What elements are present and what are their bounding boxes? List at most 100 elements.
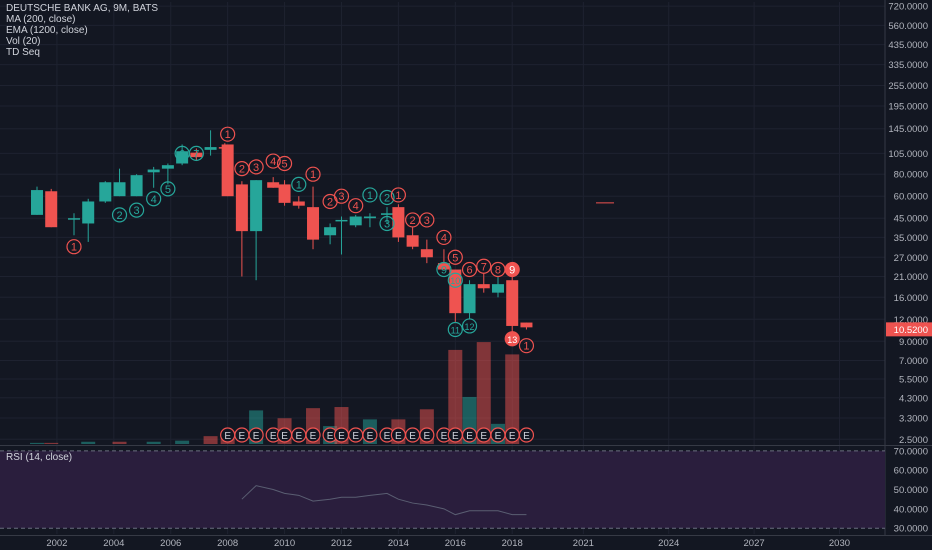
candle-body	[292, 201, 305, 206]
candle-body	[147, 169, 160, 173]
td-label-circle	[447, 321, 463, 338]
price-tick-label: 435.0000	[888, 40, 928, 51]
candle-body	[420, 249, 433, 258]
price-tick-label: 35.0000	[894, 233, 928, 244]
ma-indicator-label[interactable]: MA (200, close)	[6, 14, 76, 25]
chart-legend: DEUTSCHE BANK AG, 9M, BATS MA (200, clos…	[6, 3, 158, 58]
td-label-circle	[419, 212, 435, 228]
price-tick-label: 195.0000	[888, 102, 928, 113]
time-tick-label: 2004	[103, 538, 124, 549]
earnings-marker-label: E	[239, 431, 246, 442]
earnings-marker-label: E	[367, 431, 374, 442]
candle-body	[235, 184, 248, 232]
symbol-title[interactable]: DEUTSCHE BANK AG, 9M, BATS	[6, 3, 159, 14]
td-label-text: 3	[424, 215, 430, 227]
ema-indicator-label[interactable]: EMA (1200, close)	[6, 25, 88, 36]
time-tick-label: 2006	[160, 538, 181, 549]
price-tick-label: 45.0000	[894, 214, 928, 225]
td-label-circle	[476, 258, 492, 274]
price-tick-label: 145.0000	[888, 124, 928, 135]
rsi-band	[0, 450, 885, 529]
rsi-title[interactable]: RSI (14, close)	[6, 452, 73, 463]
td-label-circle	[128, 202, 145, 218]
candle-body	[190, 152, 203, 158]
td-label-circle	[379, 189, 395, 206]
td-label-text: 4	[270, 156, 276, 168]
candle-body	[113, 182, 126, 197]
td-label-text: 9	[441, 265, 447, 277]
td-label-text: 1	[225, 129, 231, 141]
time-axis[interactable]: 2002 2004 2006 2008 2010 2012 2014 2016 2018 2021…	[46, 538, 850, 549]
time-tick-label: 2018	[502, 538, 523, 549]
td-label-circle	[220, 126, 236, 142]
time-tick-label: 2021	[573, 538, 594, 549]
td-label-circle	[291, 176, 307, 193]
volume-indicator-label[interactable]: Vol (20)	[6, 36, 41, 47]
rsi-tick-label: 40.0000	[894, 504, 928, 515]
candle-body	[349, 216, 362, 226]
td-seq-indicator-label[interactable]: TD Seq	[6, 47, 40, 58]
td-label-circle	[111, 207, 128, 223]
td-label-circle	[333, 188, 350, 204]
candle-body	[506, 280, 519, 326]
earnings-marker	[518, 427, 535, 443]
earnings-marker-label: E	[338, 431, 345, 442]
rsi-pane	[0, 450, 885, 529]
price-axis[interactable]: 720.0000 560.0000 435.0000 335.0000 255.0000…	[888, 2, 928, 446]
td-label-text: 4	[353, 201, 359, 213]
td-label-text: 5	[282, 159, 288, 171]
price-tick-label: 4.3000	[899, 393, 928, 404]
rsi-line	[241, 485, 527, 516]
last-price-tag: 10.5200	[596, 202, 932, 337]
td-label-text: 7	[193, 148, 199, 160]
candle-body	[130, 175, 143, 197]
td-label-circle	[518, 338, 535, 354]
earnings-marker-label: E	[224, 431, 231, 442]
td-label-text: 12	[465, 322, 475, 332]
candle-body	[392, 207, 405, 238]
td-label-text: 1	[296, 179, 302, 191]
candle-body	[406, 235, 419, 247]
candle-body	[477, 284, 490, 289]
price-tick-label: 255.0000	[888, 81, 928, 92]
earnings-marker-label: E	[409, 431, 416, 442]
td-label-text: 1	[395, 190, 401, 202]
td-label-circle	[348, 198, 364, 214]
price-tick-label: 105.0000	[888, 149, 928, 160]
last-price-background	[886, 322, 932, 337]
volume-bar	[203, 436, 218, 444]
time-tick-label: 2008	[217, 538, 238, 549]
td-label-text: 8	[495, 265, 501, 277]
td-label-circle	[265, 153, 281, 169]
candle-body	[176, 151, 189, 164]
td-label-text: 3	[384, 218, 390, 230]
td-label-text: 2	[410, 215, 416, 227]
candle-body	[307, 207, 320, 240]
earnings-marker-label: E	[424, 431, 431, 442]
rsi-tick-label: 30.0000	[894, 524, 928, 535]
volume-bar	[476, 342, 491, 444]
td-label-circle	[436, 229, 452, 246]
price-tick-label: 5.5000	[899, 374, 928, 385]
time-tick-label: 2030	[829, 538, 850, 549]
price-tick-label: 21.0000	[894, 272, 928, 283]
time-tick-label: 2010	[274, 538, 295, 549]
earnings-marker-label: E	[352, 431, 359, 442]
price-tick-label: 27.0000	[894, 253, 928, 264]
candle-body	[324, 227, 337, 236]
td-label-text: 13	[507, 335, 517, 345]
td-label-circle	[248, 159, 264, 175]
candle-body	[449, 269, 462, 314]
td-label-text: 11	[451, 326, 460, 336]
td-label-text: 4	[151, 194, 157, 206]
earnings-marker	[419, 427, 435, 443]
td-label-text: 3	[338, 191, 344, 203]
candle-body	[381, 213, 394, 215]
earnings-marker-label: E	[480, 431, 487, 442]
volume-bar	[448, 349, 463, 444]
last-price-label: 10.5200	[894, 325, 928, 336]
td-label-circle	[504, 331, 520, 347]
td-label-text: 6	[179, 148, 185, 160]
